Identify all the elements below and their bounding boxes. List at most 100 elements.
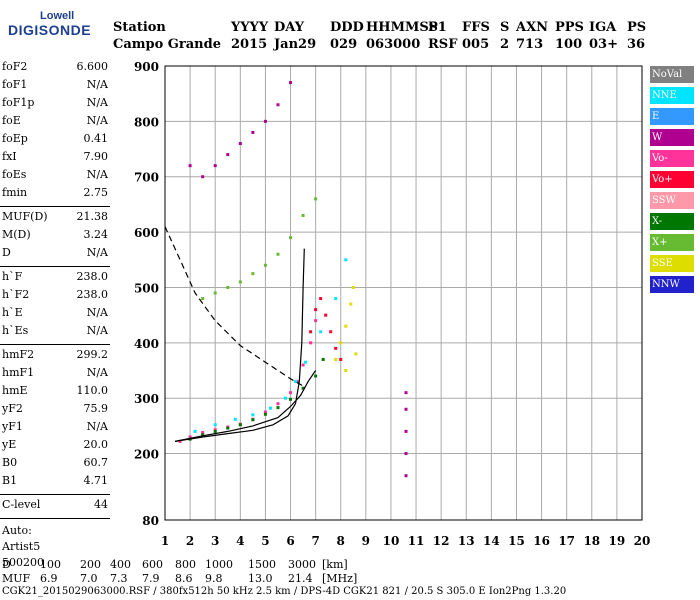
footer-muf-label: MUF (2, 572, 31, 585)
footer-d-value: [km] (322, 558, 348, 571)
data-point (263, 263, 267, 267)
header-col-label: DAY (274, 20, 304, 35)
series-X+ (201, 197, 318, 301)
footer-muf-value: 7.9 (142, 572, 160, 585)
param-name: B0 (2, 456, 18, 469)
header-col-label: DDD (330, 20, 364, 35)
legend-item: W (650, 129, 694, 146)
data-point (294, 380, 298, 384)
param-name: M(D) (2, 228, 31, 241)
data-point (263, 410, 267, 414)
param-value: 0.41 (83, 132, 109, 145)
header-col-label: PPS (555, 20, 584, 35)
param-value: 4.71 (83, 474, 109, 487)
footer-d-value: 1000 (205, 558, 233, 571)
data-point (404, 391, 408, 395)
footer-d-value: 800 (175, 558, 196, 571)
param-name: h`F (2, 270, 23, 283)
y-tick-label: 200 (134, 448, 159, 462)
x-tick-label: 16 (533, 534, 550, 548)
data-point (251, 418, 255, 422)
auto-line: Artist5 (2, 540, 41, 553)
x-tick-label: 11 (408, 534, 425, 548)
data-point (404, 429, 408, 433)
footer-d-value: 3000 (288, 558, 316, 571)
data-point (276, 103, 280, 107)
data-point (339, 341, 343, 345)
x-tick-label: 3 (211, 534, 219, 548)
data-point (226, 153, 230, 157)
plot-area (164, 65, 643, 521)
param-name: h`F2 (2, 288, 30, 301)
param-name: yE (2, 438, 17, 451)
legend-item: SSE (650, 255, 694, 272)
y-tick-label: 500 (134, 281, 159, 295)
data-point (334, 357, 338, 361)
param-name: foF2 (2, 60, 28, 73)
data-point (296, 380, 300, 384)
data-point (213, 429, 217, 433)
data-point (304, 360, 308, 364)
legend-item: X+ (650, 234, 694, 251)
legend-item: NNW (650, 276, 694, 293)
legend-item: SSW (650, 192, 694, 209)
param-name: MUF(D) (2, 210, 48, 223)
x-tick-label: 18 (583, 534, 600, 548)
data-point (193, 429, 197, 433)
footer-muf-value: 8.6 (175, 572, 193, 585)
clevel-value: 44 (94, 498, 108, 511)
param-value: N/A (86, 324, 108, 337)
header-col-label: Station (113, 20, 166, 35)
param-name: hmF2 (2, 348, 35, 361)
data-point (289, 391, 293, 395)
divider (0, 206, 110, 207)
data-point (268, 406, 272, 410)
footer-d-value: 100 (40, 558, 61, 571)
header-col-label: YYYY (231, 20, 269, 35)
data-point (251, 272, 255, 276)
data-point (404, 452, 408, 456)
footer-d-value: 200 (80, 558, 101, 571)
y-tick-label: 600 (134, 226, 159, 240)
divider (0, 344, 110, 345)
y-tick-label: 400 (134, 337, 159, 351)
data-point (324, 313, 328, 317)
data-point (344, 324, 348, 328)
data-point (276, 406, 280, 410)
data-point (213, 291, 217, 295)
legend-item: Vo+ (650, 171, 694, 188)
data-point (344, 369, 348, 373)
param-value: 3.24 (83, 228, 109, 241)
data-point (349, 302, 353, 306)
param-value: 6.600 (76, 60, 109, 73)
data-point (334, 297, 338, 301)
footer-d-value: 1500 (248, 558, 276, 571)
data-point (301, 386, 305, 390)
data-point (314, 197, 318, 201)
header-col-value: 713 (516, 37, 544, 52)
data-point (233, 417, 237, 421)
param-value: 20.0 (83, 438, 109, 451)
header-col-value: 063000 (366, 37, 421, 52)
legend-item: E (650, 108, 694, 125)
data-point (314, 374, 318, 378)
legend-item: Vo- (650, 150, 694, 167)
plot-frame (164, 65, 643, 521)
data-point (301, 363, 305, 367)
auto-line: Auto: (2, 524, 32, 537)
y-tick-label: 300 (134, 392, 159, 406)
param-name: fmin (2, 186, 28, 199)
x-tick-label: 13 (458, 534, 475, 548)
x-tick-label: 17 (558, 534, 575, 548)
logo-lowell: Lowell (40, 10, 75, 22)
header-col-label: FFS (462, 20, 490, 35)
param-value: N/A (86, 78, 108, 91)
param-value: 2.75 (83, 186, 109, 199)
divider (0, 266, 110, 267)
footer-muf-value: 7.0 (80, 572, 98, 585)
y-tick-label: 900 (134, 60, 159, 74)
data-point (263, 412, 267, 416)
header-col-value: 2015 (231, 37, 268, 52)
footer-muf-value: 9.8 (205, 572, 223, 585)
